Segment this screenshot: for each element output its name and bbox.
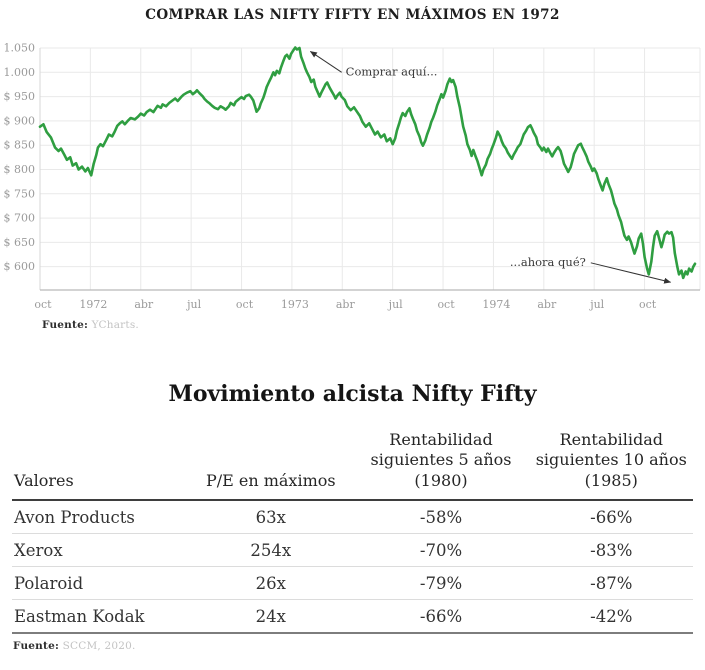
- x-axis-tick-label: jul: [588, 298, 604, 311]
- table-body: Avon Products 63x -58% -66% Xerox 254x -70% -83…: [12, 500, 693, 634]
- chart-source-value: YCharts.: [91, 319, 139, 331]
- table-source-value: SCCM, 2020.: [62, 640, 136, 652]
- y-axis-tick-label: $ 850: [4, 139, 36, 152]
- table-source: Fuente: SCCM, 2020.: [13, 640, 136, 652]
- table-header-row: Valores P/E en máximos Rentabilidad sigu…: [12, 428, 693, 501]
- y-axis-tick-label: $ 650: [4, 236, 36, 249]
- table-cell: -79%: [419, 573, 463, 593]
- table-cell: -87%: [590, 573, 633, 593]
- y-axis-tick-label: $ 1.000: [0, 66, 35, 79]
- y-axis-tick-label: $ 1.050: [0, 42, 35, 55]
- x-axis-tick-label: oct: [437, 298, 455, 311]
- nifty-fifty-line-chart: $ 1.050 $ 1.000 $ 950 $ 900 $ 850 $ 800 $ 750 $…: [0, 42, 701, 311]
- annotation-label: ...ahora qué?: [510, 255, 586, 269]
- x-axis-tick-label: 1972: [79, 298, 107, 311]
- table-cell: -66%: [419, 606, 463, 626]
- table-row: Polaroid 26x -79% -87%: [12, 567, 693, 600]
- column-header-rent-10y: Rentabilidad siguientes 10 años (1985): [535, 430, 687, 490]
- table-cell: -70%: [419, 540, 463, 560]
- table-row: Xerox 254x -70% -83%: [12, 534, 693, 567]
- x-axis-tick-label: 1974: [482, 298, 510, 311]
- table-row: Eastman Kodak 24x -66% -42%: [12, 600, 693, 634]
- table-cell: -58%: [419, 507, 463, 527]
- table-cell: 63x: [255, 507, 286, 527]
- y-axis-tick-label: $ 700: [4, 212, 36, 225]
- table-cell: Xerox: [14, 540, 63, 560]
- column-header-pe: P/E en máximos: [205, 470, 336, 490]
- table-cell: -66%: [590, 507, 633, 527]
- table-source-label: Fuente:: [13, 640, 60, 652]
- table-row: Avon Products 63x -58% -66%: [12, 500, 693, 534]
- table-cell: -83%: [590, 540, 633, 560]
- table-cell: Eastman Kodak: [14, 606, 145, 626]
- table-cell: Polaroid: [14, 573, 84, 593]
- nifty-fifty-table: Valores P/E en máximos Rentabilidad sigu…: [12, 428, 693, 634]
- y-axis-tick-label: $ 900: [4, 114, 36, 127]
- chart-source-label: Fuente:: [42, 319, 89, 331]
- x-axis-tick-label: oct: [639, 298, 657, 311]
- table-cell: -42%: [590, 606, 633, 626]
- annotation-arrow: [309, 50, 342, 73]
- y-axis-tick-label: $ 750: [4, 187, 36, 200]
- table-cell: 26x: [255, 573, 286, 593]
- x-axis-tick-label: abr: [336, 298, 356, 311]
- x-axis-tick-label: jul: [185, 298, 201, 311]
- table-cell: Avon Products: [14, 507, 135, 527]
- x-axis-tick-label: abr: [134, 298, 154, 311]
- x-axis-tick-label: oct: [34, 298, 52, 311]
- x-axis-tick-label: 1973: [281, 298, 309, 311]
- annotation-label: Comprar aquí...: [346, 64, 438, 78]
- table-cell: 24x: [255, 606, 286, 626]
- chart-source: Fuente: YCharts.: [42, 319, 139, 331]
- table-title: Movimiento alcista Nifty Fifty: [168, 381, 537, 407]
- x-axis-tick-label: oct: [236, 298, 254, 311]
- chart-title: COMPRAR LAS NIFTY FIFTY EN MÁXIMOS EN 19…: [145, 7, 560, 23]
- y-axis-tick-label: $ 950: [4, 90, 36, 103]
- y-axis-tick-label: $ 800: [4, 163, 36, 176]
- x-axis-tick-label: abr: [537, 298, 557, 311]
- column-header-rent-5y: Rentabilidad siguientes 5 años (1980): [370, 430, 512, 490]
- table-cell: 254x: [250, 540, 292, 560]
- price-line: [38, 46, 697, 280]
- annotation-arrow: [590, 262, 672, 284]
- x-axis-tick-label: jul: [387, 298, 403, 311]
- column-header-valores: Valores: [14, 470, 74, 490]
- y-axis-tick-label: $ 600: [4, 260, 36, 273]
